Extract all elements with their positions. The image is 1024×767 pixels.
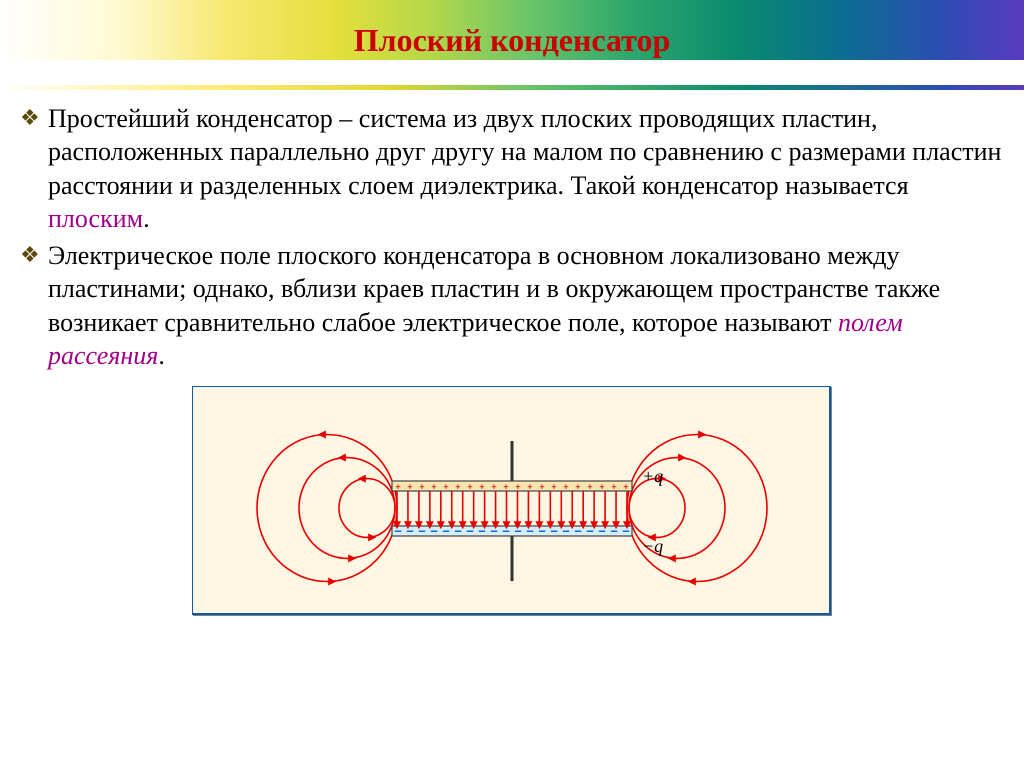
- p1-highlight: плоским: [48, 204, 143, 233]
- p2-text-c: .: [158, 341, 165, 370]
- svg-text:−: −: [442, 524, 449, 538]
- svg-text:+: +: [575, 483, 581, 493]
- page-title: Плоский конденсатор: [0, 22, 1024, 59]
- svg-text:−: −: [454, 524, 461, 538]
- svg-text:−q: −q: [642, 536, 663, 556]
- svg-text:−: −: [394, 524, 401, 538]
- p1-text-a: Простейший конденсатор – система из двух…: [48, 104, 1001, 200]
- svg-text:+q: +q: [642, 466, 663, 486]
- svg-text:+: +: [587, 483, 593, 493]
- p2-text-a: Электрическое поле плоского конденсатора…: [48, 241, 940, 337]
- capacitor-diagram: ++++++++++++++++++++−−−−−−−−−−−−−−−−−−−−…: [192, 386, 832, 624]
- svg-text:+: +: [563, 483, 569, 493]
- svg-text:−: −: [478, 524, 485, 538]
- svg-text:−: −: [622, 524, 629, 538]
- svg-text:+: +: [419, 483, 425, 493]
- svg-text:−: −: [430, 524, 437, 538]
- svg-text:−: −: [562, 524, 569, 538]
- bullet-1: Простейший конденсатор – система из двух…: [18, 102, 1006, 235]
- svg-text:−: −: [418, 524, 425, 538]
- header: Плоский конденсатор: [0, 0, 1024, 90]
- svg-text:−: −: [466, 524, 473, 538]
- svg-text:−: −: [514, 524, 521, 538]
- svg-text:−: −: [586, 524, 593, 538]
- svg-text:+: +: [395, 483, 401, 493]
- svg-text:−: −: [526, 524, 533, 538]
- svg-text:+: +: [455, 483, 461, 493]
- svg-text:+: +: [431, 483, 437, 493]
- svg-text:−: −: [610, 524, 617, 538]
- svg-text:+: +: [443, 483, 449, 493]
- p1-text-c: .: [143, 204, 150, 233]
- svg-text:−: −: [490, 524, 497, 538]
- bullet-2: Электрическое поле плоского конденсатора…: [18, 239, 1006, 372]
- svg-text:−: −: [550, 524, 557, 538]
- svg-text:+: +: [491, 483, 497, 493]
- svg-text:+: +: [467, 483, 473, 493]
- svg-text:−: −: [574, 524, 581, 538]
- svg-text:−: −: [406, 524, 413, 538]
- header-underline: [0, 85, 1024, 90]
- svg-text:−: −: [538, 524, 545, 538]
- content: Простейший конденсатор – система из двух…: [0, 90, 1024, 624]
- svg-text:+: +: [539, 483, 545, 493]
- svg-text:+: +: [551, 483, 557, 493]
- svg-text:−: −: [598, 524, 605, 538]
- svg-text:+: +: [515, 483, 521, 493]
- svg-text:−: −: [502, 524, 509, 538]
